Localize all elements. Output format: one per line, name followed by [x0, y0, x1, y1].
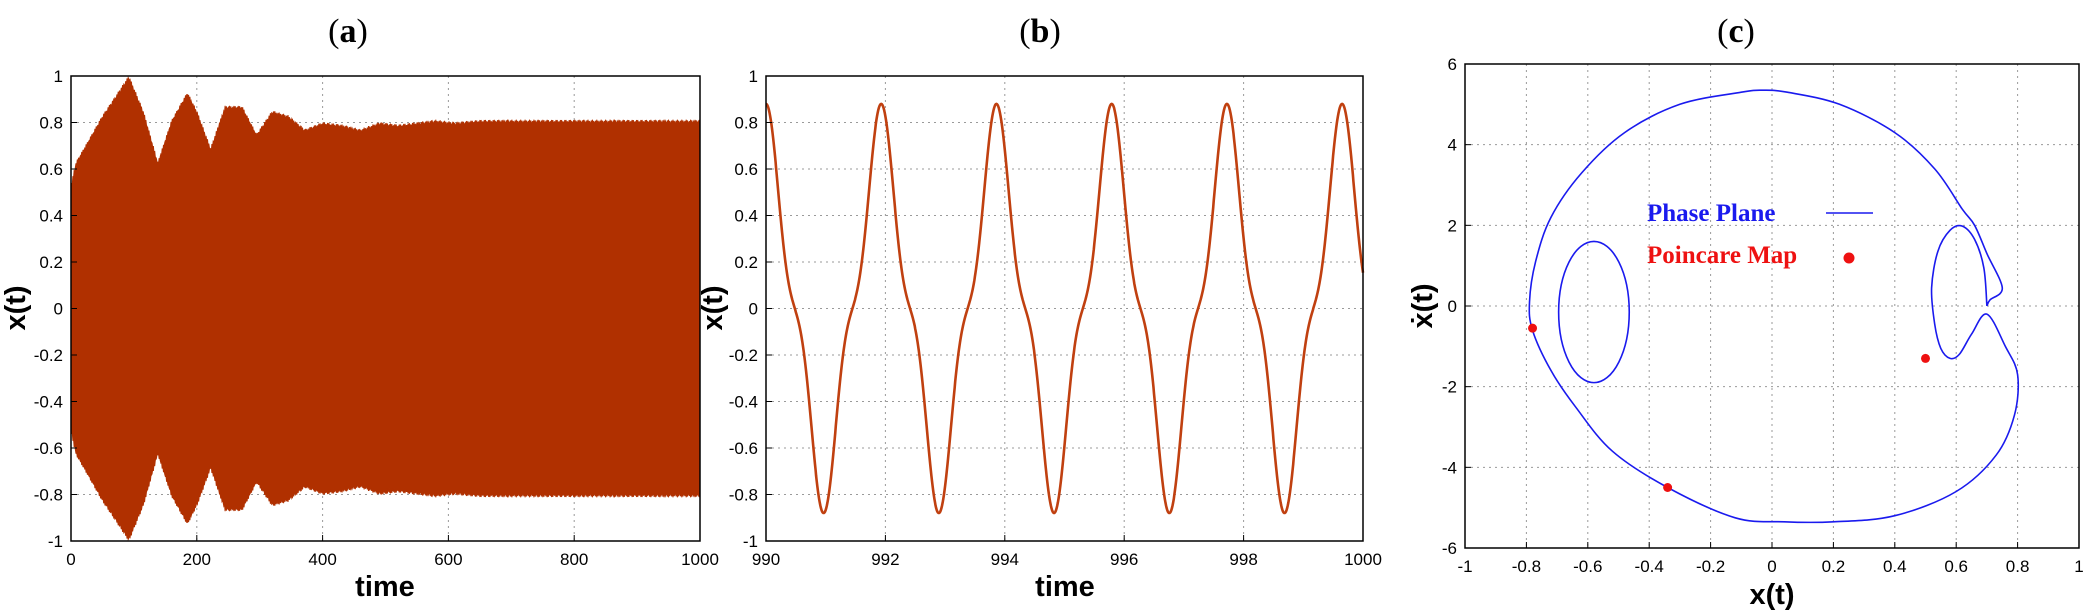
y-tick-label: 0 — [1448, 297, 1457, 316]
x-tick-label: -0.4 — [1635, 557, 1664, 576]
panel-label-b: (b) — [1019, 13, 1061, 50]
legend-poincare-map-marker — [1843, 252, 1855, 264]
x-tick-label: -1 — [1457, 557, 1472, 576]
legend-phase-plane-label: Phase Plane — [1647, 200, 1775, 227]
y-tick-label: -0.2 — [34, 346, 63, 365]
poincare-map-point — [1663, 483, 1673, 492]
x-tick-label: 800 — [560, 550, 588, 569]
x-tick-label: 990 — [752, 550, 780, 569]
panel-c-chart: -1 -0.8 -0.6 -0.4 -0.2 0 0.2 0.4 0.6 0.8 1 -6 -4 -2 0 2… — [1407, 55, 2084, 611]
x-tick-label: -0.6 — [1573, 557, 1602, 576]
legend-poincare-map-label: Poincare Map — [1647, 242, 1797, 269]
y-tick-label: 0.6 — [734, 160, 758, 179]
y-tick-label: 0.8 — [39, 114, 63, 133]
y-tick-label: -1 — [743, 532, 758, 551]
panel-label-c: (c) — [1717, 13, 1755, 50]
y-tick-label: 2 — [1448, 216, 1457, 235]
y-tick-label: 1 — [54, 67, 63, 86]
y-tick-label: -0.8 — [729, 486, 758, 505]
phase-plane-small-loop — [1557, 240, 1631, 384]
panel-c-legend: Phase Plane Poincare Map — [1647, 200, 1873, 269]
y-tick-label: -0.8 — [34, 486, 63, 505]
x-tick-label: -0.2 — [1696, 557, 1725, 576]
y-tick-label: -1 — [48, 532, 63, 551]
x-tick-label: 998 — [1229, 550, 1257, 569]
y-tick-label: -0.4 — [729, 393, 758, 412]
panel-b-xlabel: time — [1035, 571, 1095, 603]
panel-a-ylabel: x(t) — [0, 285, 32, 330]
y-tick-label: -0.6 — [729, 439, 758, 458]
x-tick-label: 0.6 — [1944, 557, 1968, 576]
x-tick-label: 0 — [66, 550, 75, 569]
y-tick-label: 0.4 — [39, 207, 63, 226]
x-tick-label: 1000 — [1344, 550, 1382, 569]
x-tick-label: 996 — [1110, 550, 1138, 569]
x-tick-label: 994 — [991, 550, 1019, 569]
y-tick-label: -0.2 — [729, 346, 758, 365]
y-tick-label: -0.6 — [34, 439, 63, 458]
x-tick-label: -0.8 — [1512, 557, 1541, 576]
x-tick-label: 992 — [871, 550, 899, 569]
y-tick-label: 1 — [749, 67, 758, 86]
y-tick-label: -6 — [1442, 539, 1457, 558]
panel-a-xlabel: time — [355, 571, 415, 603]
panel-a-chart: 0 200 400 600 800 1000 -1 -0.8 -0.6 -0.4 -0.2 0 0.2 0… — [0, 67, 719, 603]
x-tick-label: 1000 — [681, 550, 719, 569]
y-tick-label: 4 — [1448, 136, 1457, 155]
panel-label-a: (a) — [328, 13, 368, 50]
x-tick-label: 600 — [434, 550, 462, 569]
panel-b-frame — [765, 75, 1364, 542]
x-tick-label: 400 — [308, 550, 336, 569]
y-tick-label: 0.4 — [734, 207, 758, 226]
x-tick-label: 0 — [1767, 557, 1776, 576]
panel-label-b-letter: b — [1031, 13, 1050, 50]
y-tick-label: 0.6 — [39, 160, 63, 179]
poincare-map-point — [1528, 323, 1538, 333]
y-tick-label: -4 — [1442, 458, 1457, 477]
panel-c-ylabel: ẋ(t) — [1407, 283, 1439, 328]
x-tick-label: 0.4 — [1883, 557, 1907, 576]
panel-b-chart: 990 992 994 996 998 1000 -1 -0.8 -0.6 -0.4 -0.2 0 0.… — [697, 67, 1382, 603]
panel-label-a-letter: a — [340, 13, 357, 50]
y-tick-label: 0.2 — [734, 253, 758, 272]
panel-b-signal — [765, 102, 1365, 515]
panel-b-ylabel: x(t) — [697, 285, 729, 330]
y-tick-label: -0.4 — [34, 393, 63, 412]
y-tick-label: 0 — [749, 300, 758, 319]
y-tick-label: 0.8 — [734, 114, 758, 133]
y-tick-label: -2 — [1442, 378, 1457, 397]
y-tick-label: 6 — [1448, 55, 1457, 74]
y-tick-label: 0.2 — [39, 253, 63, 272]
x-tick-label: 200 — [183, 550, 211, 569]
x-tick-label: 0.2 — [1822, 557, 1846, 576]
panel-a-signal — [70, 75, 701, 542]
x-tick-label: 1 — [2074, 557, 2083, 576]
panel-c-xlabel: x(t) — [1749, 579, 1794, 611]
panel-label-c-letter: c — [1728, 13, 1743, 50]
phase-plane-orbit — [1528, 89, 2020, 524]
y-tick-label: 0 — [54, 300, 63, 319]
poincare-map-point — [1921, 353, 1930, 363]
x-tick-label: 0.8 — [2006, 557, 2030, 576]
